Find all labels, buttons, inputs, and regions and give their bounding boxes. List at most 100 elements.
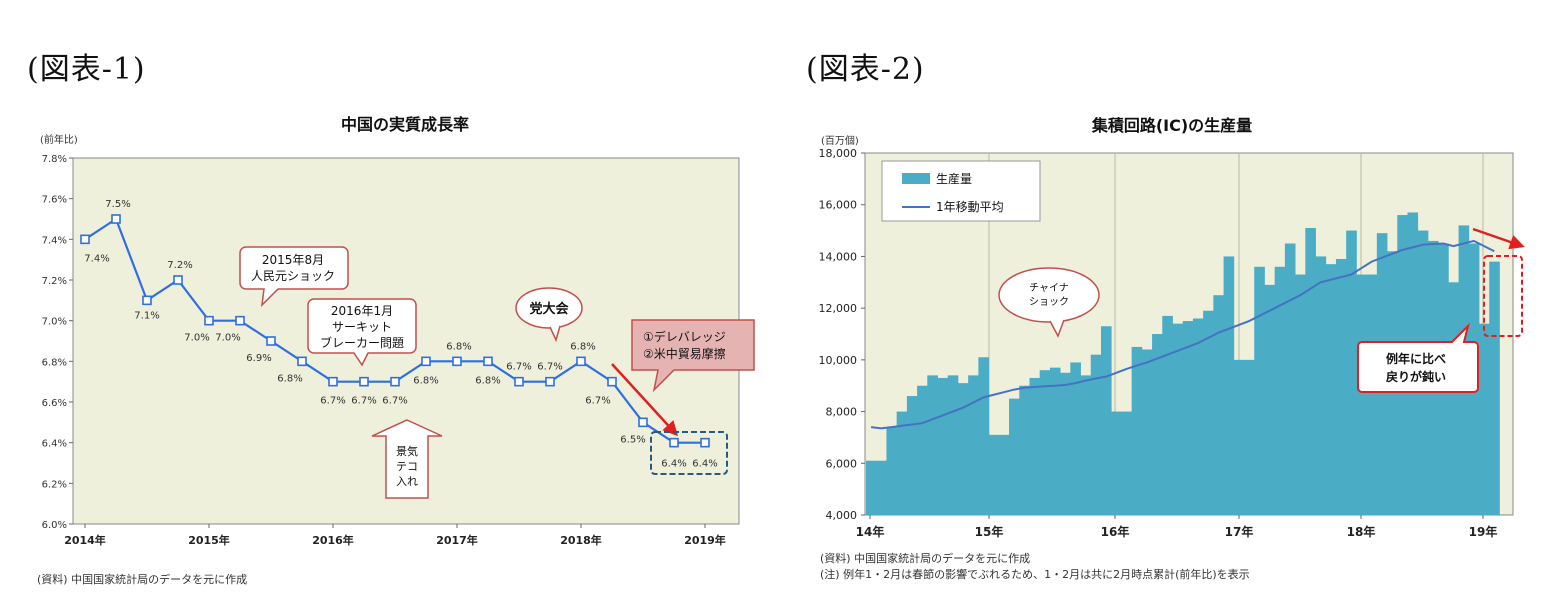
- data-label: 7.5%: [105, 199, 130, 210]
- y-tick-label: 6.6%: [42, 398, 67, 409]
- data-point: [576, 356, 586, 367]
- y-tick-label: 7.2%: [42, 276, 67, 287]
- production-bar: [1284, 243, 1296, 515]
- production-bar: [906, 396, 918, 515]
- callout-risk-line2: ②米中貿易摩擦: [643, 346, 726, 361]
- callout-risk-factors: [631, 319, 755, 393]
- production-bar: [1356, 274, 1368, 515]
- downtrend-arrow-2: [1472, 227, 1525, 250]
- x-tick-label: 2018年: [560, 533, 602, 547]
- production-bar: [1162, 315, 1173, 515]
- x-tick-label: 16年: [1101, 524, 1130, 539]
- data-label: 6.8%: [570, 341, 595, 352]
- data-point: [700, 437, 710, 448]
- chart1-source-note: (資料) 中国国家統計局のデータを元に作成: [37, 573, 248, 586]
- production-bar: [998, 434, 1010, 515]
- production-bar: [1295, 274, 1306, 515]
- y-tick-label: 6.8%: [42, 357, 67, 368]
- chart2-legend: [881, 160, 1041, 222]
- x-tick-label: 2014年: [64, 533, 106, 547]
- data-point: [266, 336, 276, 346]
- data-point: [359, 376, 369, 387]
- production-bar: [1019, 385, 1030, 515]
- x-tick-label: 15年: [975, 524, 1004, 539]
- y-tick-label: 18,000: [819, 147, 858, 160]
- y-tick-label: 6.4%: [42, 439, 67, 450]
- production-bar: [1346, 230, 1357, 516]
- data-label: 6.7%: [382, 396, 407, 407]
- y-tick-label: 4,000: [826, 509, 858, 522]
- production-bar: [1131, 346, 1143, 515]
- production-bar: [1203, 310, 1214, 515]
- moving-average-line: [870, 239, 1495, 430]
- callout-2016-line1: 2016年1月: [331, 304, 393, 318]
- chart1-ylabel: (前年比): [40, 133, 78, 146]
- data-label: 6.9%: [246, 353, 271, 364]
- callout-2015-line2: 人民元ショック: [251, 269, 335, 283]
- production-bar: [1049, 367, 1061, 515]
- production-bar: [1100, 326, 1112, 515]
- production-bar: [1090, 354, 1102, 515]
- y-tick-label: 7.6%: [42, 195, 67, 206]
- production-bar: [1080, 375, 1092, 515]
- y-tick-label: 16,000: [819, 199, 858, 212]
- production-bar: [917, 385, 928, 515]
- stimulus-line3: 入れ: [396, 475, 418, 488]
- callout-2016-cb: [307, 298, 417, 367]
- data-point: [545, 376, 555, 387]
- production-bar: [1039, 370, 1051, 515]
- data-label: 7.0%: [215, 333, 240, 344]
- data-point: [421, 356, 431, 367]
- data-label: 6.8%: [413, 375, 438, 386]
- y-tick-label: 6.2%: [42, 479, 67, 490]
- x-tick-label: 14年: [856, 524, 885, 539]
- production-bar: [927, 375, 938, 515]
- data-label: 6.8%: [277, 373, 302, 384]
- callout-2016-line2: サーキット: [332, 320, 392, 334]
- data-point: [390, 376, 400, 387]
- production-bar: [1233, 359, 1245, 515]
- data-point: [607, 376, 617, 387]
- x-tick-label: 2016年: [312, 533, 354, 547]
- weak-rebound-line2: 戻りが鈍い: [1386, 369, 1446, 384]
- production-bar: [1489, 261, 1500, 515]
- data-label: 6.8%: [446, 341, 471, 352]
- data-point: [173, 275, 183, 285]
- data-label: 6.7%: [506, 362, 531, 373]
- production-bar: [1366, 274, 1378, 515]
- production-bar: [1029, 377, 1041, 515]
- y-tick-label: 8,000: [826, 406, 858, 419]
- china-shock-line1: チャイナ: [1029, 282, 1069, 294]
- production-bar: [1141, 349, 1153, 515]
- y-tick-label: 7.8%: [42, 154, 67, 165]
- data-point: [235, 315, 245, 326]
- legend-production-label: 生産量: [936, 171, 972, 186]
- production-bar: [1192, 318, 1204, 515]
- figure-2-label: (図表-2): [806, 52, 925, 87]
- callout-party-label: 党大会: [529, 301, 569, 317]
- production-bar: [1060, 372, 1071, 515]
- data-label: 7.2%: [167, 260, 192, 271]
- data-label: 6.4%: [661, 459, 686, 470]
- chart1-title: 中国の実質成長率: [341, 115, 469, 134]
- figure-1-label: (図表-1): [27, 52, 146, 87]
- data-label: 6.7%: [320, 396, 345, 407]
- legend-ma-label: 1年移動平均: [936, 200, 1004, 214]
- callout-party-congress: [515, 287, 583, 329]
- production-bar: [1448, 282, 1459, 515]
- y-tick-label: 6,000: [826, 457, 858, 470]
- data-label: 7.0%: [184, 333, 209, 344]
- weak-rebound-box: [1483, 255, 1523, 337]
- weak-rebound-line1: 例年に比べ: [1386, 351, 1446, 366]
- chart2-footnote: (注) 例年1・2月は春節の影響でぶれるため、1・2月は共に2月時点累計(前年比…: [820, 568, 1250, 581]
- data-point: [669, 437, 679, 448]
- stimulus-line1: 景気: [396, 444, 418, 458]
- callout-2016-line3: ブレーカー問題: [320, 335, 404, 350]
- production-bar: [1325, 264, 1337, 515]
- x-tick-label: 17年: [1225, 524, 1254, 539]
- x-tick-label: 2017年: [436, 533, 478, 547]
- data-point: [297, 356, 307, 367]
- x-tick-label: 2019年: [684, 533, 726, 547]
- production-bar: [1213, 295, 1224, 515]
- data-label: 6.8%: [475, 375, 500, 386]
